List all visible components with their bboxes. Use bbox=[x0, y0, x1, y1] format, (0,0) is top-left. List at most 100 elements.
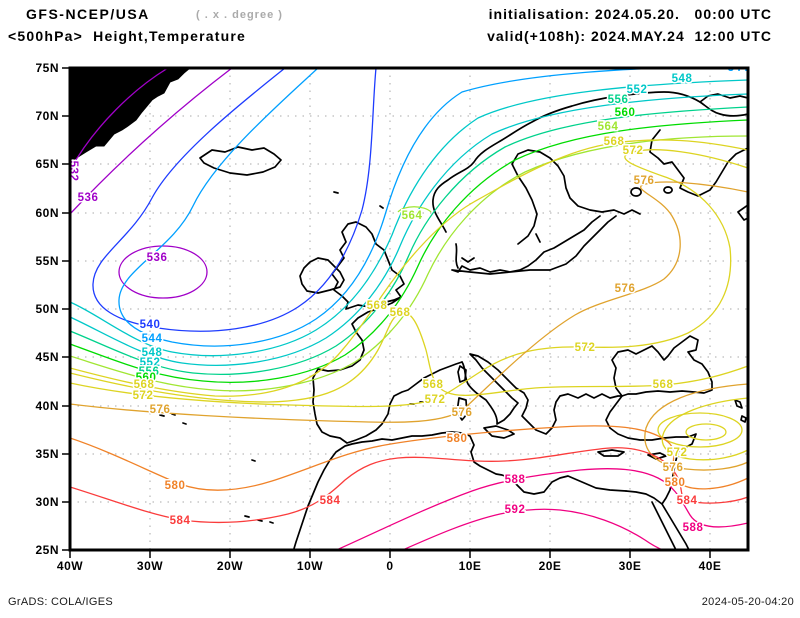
contour-548-line bbox=[70, 79, 748, 357]
svg-text:568: 568 bbox=[604, 136, 625, 148]
svg-text:35N: 35N bbox=[35, 447, 59, 461]
svg-text:560: 560 bbox=[136, 372, 157, 384]
svg-text:544: 544 bbox=[142, 333, 163, 345]
coastlines bbox=[70, 68, 748, 550]
contour-564-line bbox=[70, 135, 748, 392]
coast-baltic bbox=[451, 149, 641, 275]
svg-text:568: 568 bbox=[423, 379, 444, 391]
creation-timestamp: 2024-05-20-04:20 bbox=[701, 596, 794, 608]
svg-text:30E: 30E bbox=[619, 559, 642, 573]
svg-text:580: 580 bbox=[165, 480, 186, 492]
svg-text:40E: 40E bbox=[699, 559, 722, 573]
grads-credit: GrADS: COLA/IGES bbox=[8, 596, 114, 608]
coast-europe-west bbox=[312, 296, 463, 444]
svg-text:576: 576 bbox=[452, 407, 473, 419]
contour-560-line bbox=[70, 119, 748, 383]
init-time-label: initialisation: 2024.05.20. 00:00 UTC bbox=[488, 6, 772, 22]
svg-text:556: 556 bbox=[608, 94, 629, 106]
contour-568-cutoff-inner bbox=[685, 423, 727, 441]
contour-544-line bbox=[118, 68, 688, 347]
svg-text:560: 560 bbox=[615, 107, 636, 119]
svg-text:75N: 75N bbox=[35, 61, 59, 75]
contour-532-line bbox=[70, 68, 169, 171]
coast-greenland bbox=[70, 68, 191, 163]
svg-text:40N: 40N bbox=[35, 399, 59, 413]
field-title: <500hPa> Height,Temperature bbox=[8, 28, 246, 44]
coast-black-sea bbox=[611, 335, 713, 397]
valid-time-label: valid(+108h): 2024.MAY.24 12:00 UTC bbox=[487, 28, 772, 44]
svg-text:572: 572 bbox=[425, 394, 446, 406]
svg-text:564: 564 bbox=[402, 210, 423, 222]
contour-540-line bbox=[92, 68, 377, 332]
coast-small-marks bbox=[159, 186, 748, 524]
svg-text:588: 588 bbox=[683, 522, 704, 534]
svg-text:10W: 10W bbox=[297, 559, 323, 573]
contour-value-labels: 5325365365365405445445485485525525565565… bbox=[67, 62, 749, 536]
svg-text:0: 0 bbox=[386, 559, 393, 573]
svg-text:30W: 30W bbox=[137, 559, 163, 573]
svg-text:576: 576 bbox=[150, 404, 171, 416]
contour-588-line bbox=[334, 468, 748, 550]
svg-text:50N: 50N bbox=[35, 302, 59, 316]
svg-text:568: 568 bbox=[134, 379, 155, 391]
coast-ireland bbox=[299, 257, 345, 294]
coast-islands bbox=[333, 191, 667, 460]
svg-text:592: 592 bbox=[505, 504, 526, 516]
svg-text:572: 572 bbox=[575, 342, 596, 354]
svg-text:30N: 30N bbox=[35, 495, 59, 509]
contour-576-line bbox=[70, 181, 748, 423]
contour-564-small-arc bbox=[397, 206, 432, 213]
svg-text:532: 532 bbox=[67, 161, 79, 182]
svg-text:70N: 70N bbox=[35, 109, 59, 123]
svg-text:584: 584 bbox=[320, 495, 341, 507]
svg-text:588: 588 bbox=[505, 474, 526, 486]
contour-572-line bbox=[70, 149, 748, 408]
resolution-note: ( . x . degree ) bbox=[196, 9, 283, 21]
contour-568-cutoff-outer bbox=[657, 412, 743, 448]
svg-text:552: 552 bbox=[627, 84, 648, 96]
coast-iceland bbox=[199, 146, 282, 176]
coast-denmark bbox=[455, 243, 475, 269]
svg-text:60N: 60N bbox=[35, 206, 59, 220]
contour-584-line bbox=[70, 447, 748, 524]
coast-scandinavia-outer bbox=[432, 91, 748, 233]
contour-536-line bbox=[70, 68, 233, 215]
svg-text:552: 552 bbox=[140, 357, 161, 369]
contour-592-line bbox=[400, 508, 665, 550]
svg-text:584: 584 bbox=[677, 495, 698, 507]
coast-red-sea bbox=[651, 501, 690, 550]
contour-lines bbox=[70, 68, 748, 550]
svg-text:20W: 20W bbox=[217, 559, 243, 573]
svg-text:40W: 40W bbox=[57, 559, 83, 573]
contour-556-line bbox=[70, 106, 748, 375]
svg-text:548: 548 bbox=[142, 347, 163, 359]
coast-white-sea bbox=[649, 93, 748, 197]
svg-text:576: 576 bbox=[634, 175, 655, 187]
svg-text:540: 540 bbox=[140, 319, 161, 331]
svg-text:536: 536 bbox=[78, 192, 99, 204]
contour-536-closed-low bbox=[118, 245, 208, 299]
svg-text:572: 572 bbox=[623, 145, 644, 157]
model-title: GFS-NCEP/USA bbox=[26, 6, 150, 22]
coast-north-africa bbox=[292, 431, 627, 550]
contour-576-cutoff-arc bbox=[644, 383, 748, 471]
svg-text:10E: 10E bbox=[459, 559, 482, 573]
svg-text:580: 580 bbox=[665, 477, 686, 489]
svg-text:568: 568 bbox=[390, 307, 411, 319]
contour-552-line bbox=[70, 93, 748, 366]
svg-text:544: 544 bbox=[728, 62, 749, 74]
svg-text:564: 564 bbox=[598, 121, 619, 133]
contour-572-cutoff-arc bbox=[661, 397, 748, 461]
coast-italy-balkans bbox=[461, 353, 623, 435]
svg-text:576: 576 bbox=[663, 462, 684, 474]
svg-text:584: 584 bbox=[170, 515, 191, 527]
svg-text:45N: 45N bbox=[35, 350, 59, 364]
contour-568-line-b bbox=[70, 311, 748, 403]
svg-text:572: 572 bbox=[133, 390, 154, 402]
svg-text:580: 580 bbox=[447, 433, 468, 445]
svg-text:65N: 65N bbox=[35, 157, 59, 171]
svg-text:25N: 25N bbox=[35, 543, 59, 557]
svg-text:568: 568 bbox=[367, 300, 388, 312]
svg-text:548: 548 bbox=[672, 73, 693, 85]
